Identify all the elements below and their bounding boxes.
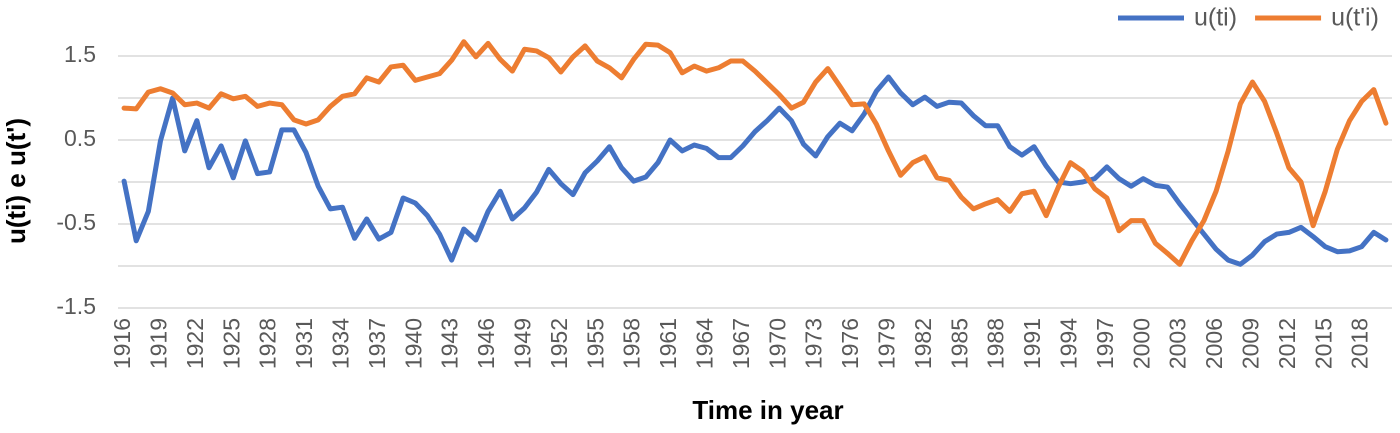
legend-label: u(t'i) — [1331, 4, 1379, 32]
x-tick-label: 1934 — [328, 318, 354, 369]
legend-label: u(ti) — [1194, 4, 1237, 32]
x-tick-label: 2000 — [1128, 318, 1154, 369]
y-tick-label: -0.5 — [56, 209, 96, 235]
x-tick-label: 1928 — [255, 318, 281, 369]
x-tick-label: 1931 — [291, 318, 317, 369]
x-tick-label: 1952 — [546, 318, 572, 369]
x-tick-label: 2018 — [1347, 318, 1373, 369]
series-line — [121, 39, 1389, 267]
y-axis-title: u(ti) e u(t') — [1, 118, 31, 244]
x-tick-label: 1937 — [364, 318, 390, 369]
x-tick-label: 1967 — [728, 318, 754, 369]
y-tick-label: -1.5 — [56, 293, 96, 319]
x-tick-label: 1946 — [473, 318, 499, 369]
x-tick-label: 1997 — [1092, 318, 1118, 369]
x-tick-label: 1949 — [510, 318, 536, 369]
x-tick-label: 1964 — [692, 318, 718, 369]
x-tick-label: 1943 — [437, 318, 463, 369]
series-line — [121, 74, 1389, 267]
x-tick-label: 1955 — [582, 318, 608, 369]
x-tick-label: 2009 — [1238, 318, 1264, 369]
x-tick-label: 1976 — [837, 318, 863, 369]
x-tick-label: 1925 — [218, 318, 244, 369]
x-tick-label: 2012 — [1274, 318, 1300, 369]
x-tick-label: 1919 — [146, 318, 172, 369]
x-tick-label: 1994 — [1056, 318, 1082, 369]
x-axis-title: Time in year — [692, 395, 843, 425]
x-tick-label: 2006 — [1201, 318, 1227, 369]
x-tick-label: 1985 — [946, 318, 972, 369]
x-tick-label: 1916 — [109, 318, 135, 369]
x-tick-label: 1979 — [874, 318, 900, 369]
x-tick-label: 1940 — [400, 318, 426, 369]
x-tick-label: 1991 — [1019, 318, 1045, 369]
x-tick-label: 1922 — [182, 318, 208, 369]
x-tick-label: 1988 — [983, 318, 1009, 369]
x-tick-label: 1970 — [764, 318, 790, 369]
x-tick-label: 1961 — [655, 318, 681, 369]
x-tick-label: 1973 — [801, 318, 827, 369]
x-tick-label: 1958 — [619, 318, 645, 369]
x-tick-label: 2015 — [1310, 318, 1336, 369]
x-tick-label: 2003 — [1165, 318, 1191, 369]
y-tick-label: 0.5 — [64, 125, 96, 151]
y-tick-label: 1.5 — [64, 41, 96, 67]
x-tick-label: 1982 — [910, 318, 936, 369]
